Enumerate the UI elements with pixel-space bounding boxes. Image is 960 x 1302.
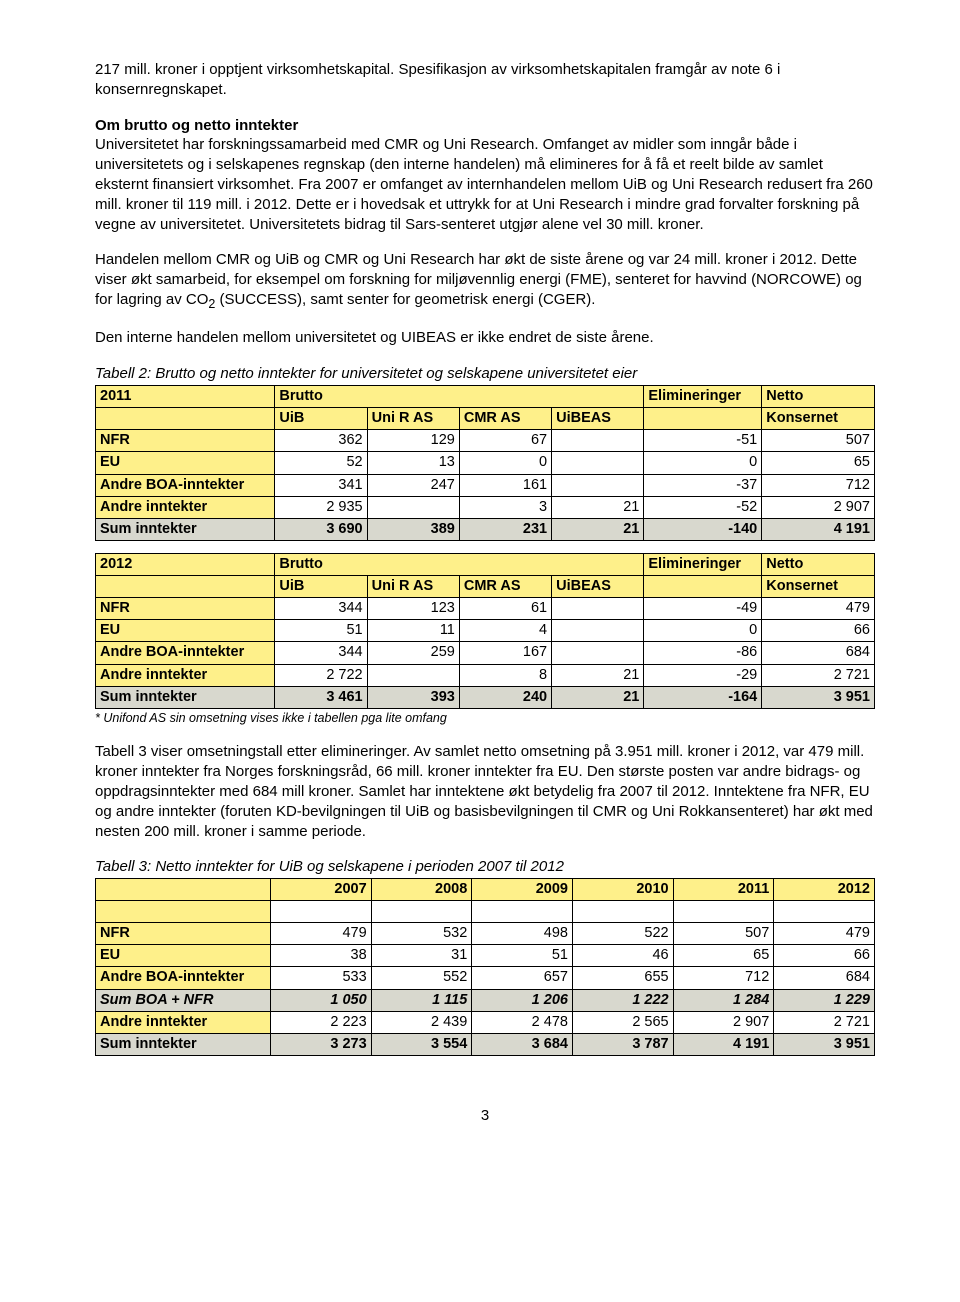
table-row: Andre BOA-inntekter 533 552 657 655 712 … bbox=[96, 967, 875, 989]
section-heading: Om brutto og netto inntekter bbox=[95, 117, 298, 134]
table-row: UiB Uni R AS CMR AS UiBEAS Konsernet bbox=[96, 408, 875, 430]
section-body: Universitetet har forskningssamarbeid me… bbox=[95, 136, 873, 232]
paragraph-table3: Tabell 3 viser omsetningstall etter elim… bbox=[95, 742, 875, 841]
paragraph-co2: Handelen mellom CMR og UiB og CMR og Uni… bbox=[95, 250, 875, 312]
table-row: NFR 344 123 61 -49 479 bbox=[96, 598, 875, 620]
table2-footnote: * Unifond AS sin omsetning vises ikke i … bbox=[95, 710, 875, 727]
table-row: EU 38 31 51 46 65 66 bbox=[96, 945, 875, 967]
page: 217 mill. kroner i opptjent virksomhetsk… bbox=[0, 0, 960, 1156]
elim-header: Elimineringer bbox=[644, 386, 762, 408]
brutto-header: Brutto bbox=[275, 386, 644, 408]
table-row: 2007 2008 2009 2010 2011 2012 bbox=[96, 879, 875, 901]
table-row: 2011 Brutto Elimineringer Netto bbox=[96, 386, 875, 408]
table2-caption: Tabell 2: Brutto og netto inntekter for … bbox=[95, 364, 875, 384]
table-row: NFR 479 532 498 522 507 479 bbox=[96, 923, 875, 945]
table-row bbox=[96, 901, 875, 923]
table-row: Sum inntekter 3 461 393 240 21 -164 3 95… bbox=[96, 686, 875, 708]
table-row: EU 52 13 0 0 65 bbox=[96, 452, 875, 474]
table-row: 2012 Brutto Elimineringer Netto bbox=[96, 553, 875, 575]
table-row: Sum BOA + NFR 1 050 1 115 1 206 1 222 1 … bbox=[96, 989, 875, 1011]
table-row: UiB Uni R AS CMR AS UiBEAS Konsernet bbox=[96, 576, 875, 598]
table-row: Andre inntekter 2 223 2 439 2 478 2 565 … bbox=[96, 1011, 875, 1033]
table-row: NFR 362 129 67 -51 507 bbox=[96, 430, 875, 452]
table3: 2007 2008 2009 2010 2011 2012 NFR 479 53… bbox=[95, 878, 875, 1056]
paragraph-uibeas: Den interne handelen mellom universitete… bbox=[95, 328, 875, 348]
table-row: EU 51 11 4 0 66 bbox=[96, 620, 875, 642]
table-row: Sum inntekter 3 690 389 231 21 -140 4 19… bbox=[96, 518, 875, 540]
table-row: Andre BOA-inntekter 344 259 167 -86 684 bbox=[96, 642, 875, 664]
table-row: Andre inntekter 2 722 8 21 -29 2 721 bbox=[96, 664, 875, 686]
table3-caption: Tabell 3: Netto inntekter for UiB og sel… bbox=[95, 857, 875, 877]
netto-header: Netto bbox=[762, 386, 875, 408]
table2-2012: 2012 Brutto Elimineringer Netto UiB Uni … bbox=[95, 553, 875, 709]
table-row: Sum inntekter 3 273 3 554 3 684 3 787 4 … bbox=[96, 1033, 875, 1055]
section: Om brutto og netto inntekter Universitet… bbox=[95, 116, 875, 235]
year-cell: 2011 bbox=[96, 386, 275, 408]
table-row: Andre inntekter 2 935 3 21 -52 2 907 bbox=[96, 496, 875, 518]
table2-2011: 2011 Brutto Elimineringer Netto UiB Uni … bbox=[95, 385, 875, 541]
table-row: Andre BOA-inntekter 341 247 161 -37 712 bbox=[96, 474, 875, 496]
intro-paragraph: 217 mill. kroner i opptjent virksomhetsk… bbox=[95, 60, 875, 100]
page-number: 3 bbox=[95, 1106, 875, 1126]
